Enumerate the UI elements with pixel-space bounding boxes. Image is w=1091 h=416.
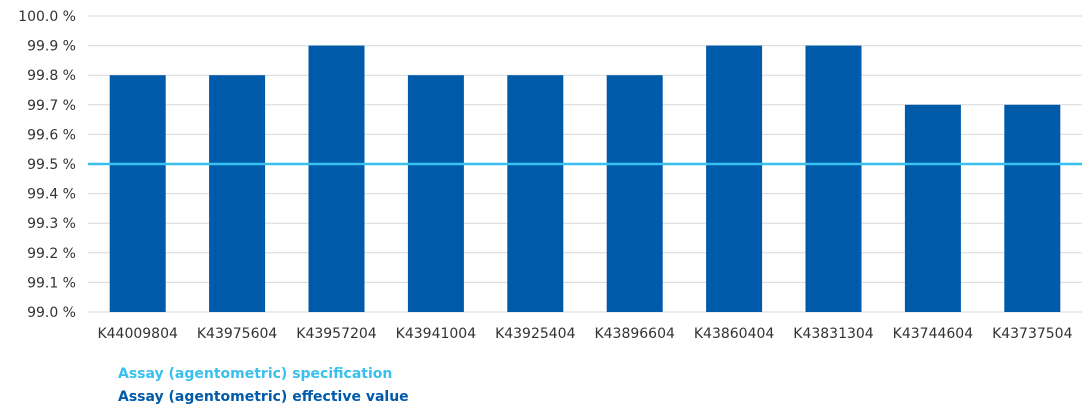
bar-K43831304	[805, 45, 862, 312]
y-tick-label: 100.0 %	[18, 9, 76, 25]
y-tick-label: 99.9 %	[27, 39, 76, 55]
x-axis-ticks: K44009804 K43975604 K43957204 K43941004 K439…	[97, 326, 1072, 342]
y-tick-label: 99.7 %	[27, 98, 76, 114]
y-tick-label: 99.5 %	[27, 157, 76, 173]
bar-K43860404	[706, 45, 763, 312]
x-tick-label: K43941004	[396, 326, 477, 342]
y-tick-label: 99.4 %	[27, 187, 76, 203]
y-tick-label: 99.3 %	[27, 216, 76, 232]
x-tick-label: K43925404	[495, 326, 576, 342]
x-tick-label: K44009804	[97, 326, 178, 342]
y-tick-label: 99.1 %	[27, 275, 76, 291]
bar-K43744604	[904, 104, 961, 312]
bar-K43896604	[606, 75, 663, 312]
x-tick-label: K43737504	[992, 326, 1073, 342]
bar-K43975604	[209, 75, 266, 312]
bar-K43941004	[407, 75, 464, 312]
bar-K43957204	[308, 45, 365, 312]
y-tick-label: 99.0 %	[27, 305, 76, 321]
bar-K43737504	[1004, 104, 1061, 312]
bar-K44009804	[109, 75, 166, 312]
x-tick-label: K43860404	[694, 326, 775, 342]
legend-effective-value: Assay (agentometric) effective value	[118, 389, 409, 405]
legend-specification: Assay (agentometric) specification	[118, 366, 393, 382]
x-tick-label: K43831304	[793, 326, 874, 342]
x-tick-label: K43957204	[296, 326, 377, 342]
y-tick-label: 99.2 %	[27, 246, 76, 262]
x-tick-label: K43744604	[893, 326, 974, 342]
y-tick-label: 99.6 %	[27, 127, 76, 143]
bar-chart: 99.0 % 99.1 % 99.2 % 99.3 % 99.4 % 99.5 % 99.6…	[18, 9, 1082, 342]
bar-K43925404	[507, 75, 564, 312]
y-axis-ticks: 99.0 % 99.1 % 99.2 % 99.3 % 99.4 % 99.5 % 99.6…	[18, 9, 76, 321]
bars	[109, 45, 1061, 312]
x-tick-label: K43896604	[594, 326, 675, 342]
x-tick-label: K43975604	[197, 326, 278, 342]
y-tick-label: 99.8 %	[27, 68, 76, 84]
